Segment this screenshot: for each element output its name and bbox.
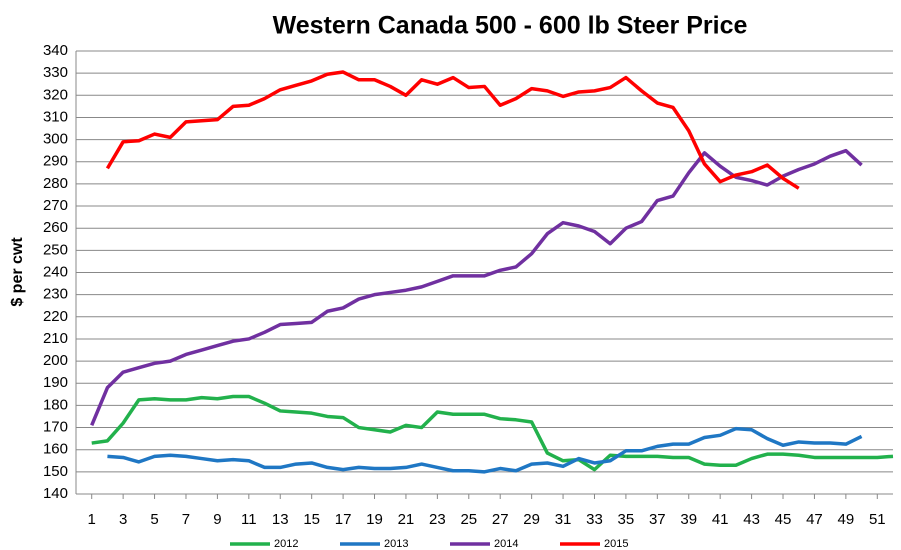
y-tick-label: 340 xyxy=(43,42,68,59)
chart-title: Western Canada 500 - 600 lb Steer Price xyxy=(273,12,748,40)
y-tick-label: 210 xyxy=(43,330,68,347)
y-tick-label: 170 xyxy=(43,419,68,436)
x-tick-label: 15 xyxy=(303,511,320,528)
y-tick-label: 240 xyxy=(43,263,68,280)
y-tick-label: 330 xyxy=(43,64,68,81)
series-line xyxy=(107,426,863,474)
y-tick-label: 140 xyxy=(43,485,68,502)
y-tick-label: 270 xyxy=(43,197,68,214)
y-tick-label: 200 xyxy=(43,352,68,369)
x-tick-label: 39 xyxy=(680,511,697,528)
x-tick-label: 45 xyxy=(775,511,792,528)
y-tick-label: 160 xyxy=(43,441,68,458)
y-tick-label: 150 xyxy=(43,463,68,480)
x-tick-label: 43 xyxy=(743,511,760,528)
x-tick-label: 25 xyxy=(460,511,477,528)
x-tick-label: 31 xyxy=(555,511,572,528)
x-tick-label: 7 xyxy=(182,511,190,528)
x-tick-label: 17 xyxy=(335,511,352,528)
x-tick-label: 23 xyxy=(429,511,446,528)
y-tick-label: 310 xyxy=(43,108,68,125)
y-tick-label: 230 xyxy=(43,286,68,303)
y-tick-label: 250 xyxy=(43,241,68,258)
y-tick-label: 260 xyxy=(43,219,68,236)
legend-label: 2013 xyxy=(384,538,408,550)
y-tick-label: 300 xyxy=(43,131,68,148)
series-line xyxy=(91,394,894,472)
x-tick-label: 41 xyxy=(712,511,729,528)
legend-label: 2015 xyxy=(604,538,628,550)
legend-label: 2014 xyxy=(494,538,518,550)
x-tick-label: 9 xyxy=(213,511,221,528)
series-line xyxy=(90,148,863,427)
y-tick-label: 320 xyxy=(43,86,68,103)
x-tick-label: 29 xyxy=(523,511,540,528)
series-line xyxy=(105,70,800,190)
x-tick-label: 37 xyxy=(649,511,666,528)
x-tick-label: 13 xyxy=(272,511,289,528)
x-tick-label: 3 xyxy=(119,511,127,528)
x-tick-label: 49 xyxy=(838,511,855,528)
x-tick-label: 47 xyxy=(806,511,823,528)
x-tick-label: 51 xyxy=(869,511,886,528)
y-tick-label: 220 xyxy=(43,308,68,325)
y-tick-label: 180 xyxy=(43,396,68,413)
x-tick-label: 19 xyxy=(366,511,383,528)
x-tick-label: 33 xyxy=(586,511,603,528)
x-tick-label: 1 xyxy=(88,511,96,528)
x-tick-label: 35 xyxy=(618,511,635,528)
x-tick-label: 11 xyxy=(241,511,257,528)
x-tick-label: 21 xyxy=(398,511,415,528)
y-tick-label: 290 xyxy=(43,153,68,170)
legend-label: 2012 xyxy=(274,538,298,550)
x-tick-label: 5 xyxy=(150,511,158,528)
y-tick-label: 190 xyxy=(43,374,68,391)
y-axis-label: $ per cwt xyxy=(9,237,26,307)
y-tick-label: 280 xyxy=(43,175,68,192)
x-tick-label: 27 xyxy=(492,511,509,528)
